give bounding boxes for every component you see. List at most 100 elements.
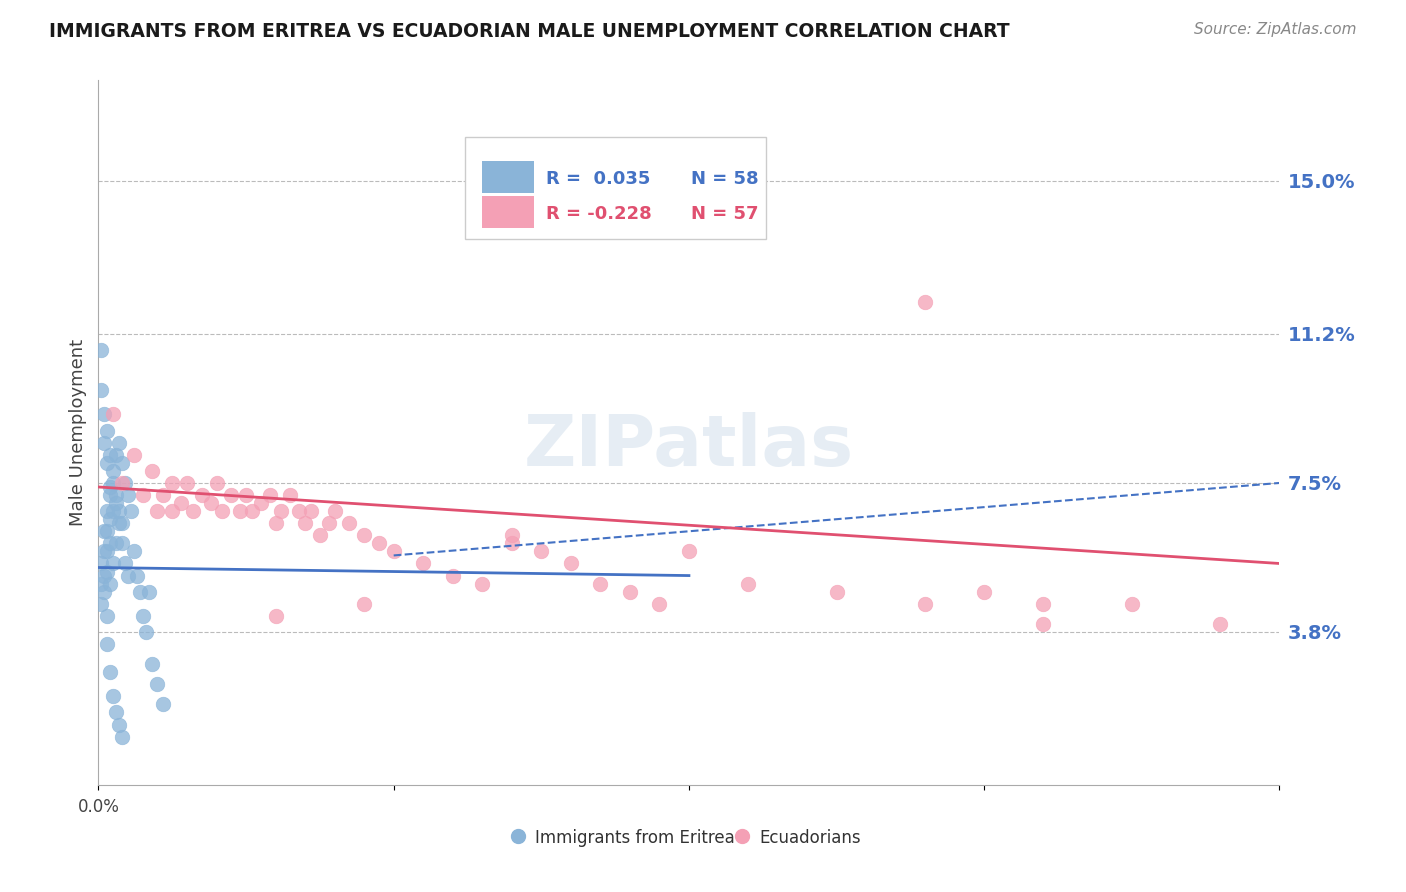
Point: [501, 528, 523, 542]
Point: [103, 690, 125, 704]
Point: [111, 516, 134, 531]
Point: [288, 504, 311, 518]
Point: [96, 504, 118, 518]
Point: [412, 557, 434, 571]
Point: [560, 557, 582, 571]
Point: [318, 516, 340, 531]
Point: [339, 516, 361, 531]
Point: [146, 677, 169, 691]
Point: [96, 456, 118, 470]
Point: [98, 665, 121, 680]
Point: [105, 706, 128, 720]
Point: [96, 565, 118, 579]
Point: [294, 516, 316, 531]
Point: [108, 435, 131, 450]
Point: [299, 504, 322, 518]
Point: [382, 544, 405, 558]
Point: [105, 536, 128, 550]
Point: [90, 576, 112, 591]
Point: [105, 496, 128, 510]
Point: [122, 544, 145, 558]
Point: [648, 597, 671, 611]
Point: [530, 544, 553, 558]
Point: [323, 504, 346, 518]
Point: [141, 657, 163, 672]
Point: [619, 584, 641, 599]
Point: [114, 557, 136, 571]
Text: N = 57: N = 57: [692, 205, 759, 223]
Point: [250, 496, 273, 510]
Point: [103, 475, 125, 490]
Point: [205, 475, 228, 490]
Point: [471, 576, 494, 591]
Point: [93, 524, 115, 539]
Point: [114, 475, 136, 490]
Point: [98, 448, 121, 462]
Point: [353, 528, 375, 542]
Point: [135, 624, 157, 639]
Point: [309, 528, 332, 542]
Point: [368, 536, 391, 550]
Point: [737, 576, 759, 591]
Point: [353, 597, 375, 611]
Point: [90, 343, 112, 357]
Text: R = -0.228: R = -0.228: [546, 205, 652, 223]
Point: [128, 584, 150, 599]
Point: [1032, 597, 1054, 611]
Point: [90, 597, 112, 611]
Point: [96, 637, 118, 651]
Text: ZIPatlas: ZIPatlas: [524, 412, 853, 481]
Text: Immigrants from Eritrea: Immigrants from Eritrea: [536, 829, 735, 847]
FancyBboxPatch shape: [464, 136, 766, 239]
Point: [162, 475, 183, 490]
Point: [103, 408, 125, 422]
Point: [98, 536, 121, 550]
Point: [141, 464, 163, 478]
Point: [103, 557, 125, 571]
Point: [176, 475, 198, 490]
Point: [111, 475, 134, 490]
Text: Ecuadorians: Ecuadorians: [759, 829, 862, 847]
Point: [146, 504, 169, 518]
Point: [98, 488, 121, 502]
Point: [93, 544, 115, 558]
Point: [1121, 597, 1143, 611]
Point: [108, 516, 131, 531]
Point: [280, 488, 302, 502]
Point: [98, 576, 121, 591]
FancyBboxPatch shape: [482, 196, 534, 228]
Y-axis label: Male Unemployment: Male Unemployment: [69, 339, 87, 526]
Point: [170, 496, 193, 510]
Point: [221, 488, 243, 502]
Point: [120, 504, 142, 518]
Text: R =  0.035: R = 0.035: [546, 170, 651, 188]
Point: [825, 584, 848, 599]
Point: [270, 504, 292, 518]
Point: [111, 536, 134, 550]
Point: [103, 464, 125, 478]
Point: [105, 448, 128, 462]
Point: [96, 544, 118, 558]
Point: [501, 536, 523, 550]
Point: [96, 608, 118, 623]
Point: [152, 488, 174, 502]
Point: [132, 608, 155, 623]
Point: [259, 488, 281, 502]
Point: [93, 584, 115, 599]
Point: [235, 488, 257, 502]
Point: [105, 488, 128, 502]
Point: [125, 568, 148, 582]
Point: [211, 504, 233, 518]
Point: [138, 584, 160, 599]
Point: [264, 608, 287, 623]
Point: [108, 717, 131, 731]
Text: Source: ZipAtlas.com: Source: ZipAtlas.com: [1194, 22, 1357, 37]
Point: [98, 512, 121, 526]
Point: [122, 448, 145, 462]
Point: [914, 294, 936, 309]
Point: [162, 504, 183, 518]
Text: IMMIGRANTS FROM ERITREA VS ECUADORIAN MALE UNEMPLOYMENT CORRELATION CHART: IMMIGRANTS FROM ERITREA VS ECUADORIAN MA…: [49, 22, 1010, 41]
Point: [90, 557, 112, 571]
Point: [93, 435, 115, 450]
Point: [589, 576, 612, 591]
